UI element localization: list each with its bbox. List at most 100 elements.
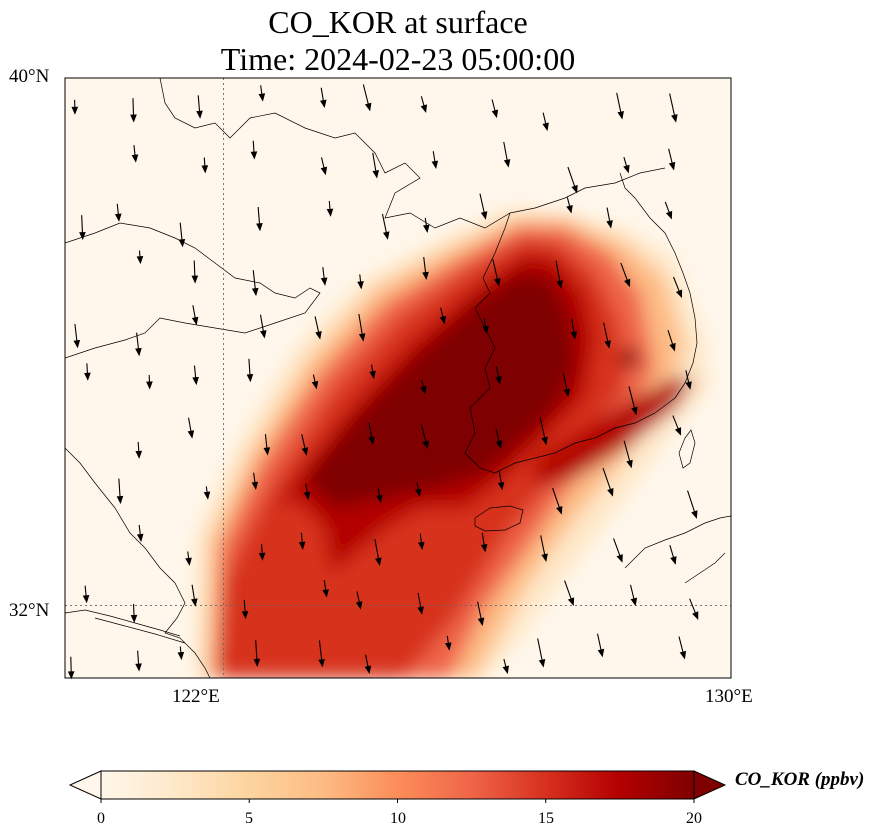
wind-arrow-head [318,658,325,668]
coastline-korea-east [619,172,698,384]
wind-arrow-head [665,210,673,220]
wind-arrow-head [326,208,334,217]
wind-arrow-head [669,342,676,352]
wind-arrow-head [382,231,390,240]
map-frame [64,77,732,679]
wind-arrow-head [241,610,249,620]
coastline-shandong [65,222,321,359]
wind-arrow-head [671,114,678,123]
wind-arrow-head [414,488,422,498]
wind-arrow-head [597,648,605,658]
plume-core [305,273,575,508]
wind-arrow-head [298,541,306,550]
lon-tick-label-130: 130°E [705,686,753,707]
wind-arrow-head [431,160,439,170]
wind-arrow-head [420,104,428,113]
wind-arrow-head [185,557,192,566]
wind-arrow-head [422,271,429,281]
wind-arrow-head [136,533,144,543]
colorbar-extend-low [68,770,102,800]
wind-arrow-head [494,278,501,287]
wind-arrow-head [679,650,687,660]
wind-arrow-head [570,331,578,340]
colorbar-tick-label-15: 15 [538,810,554,827]
wind-arrow-head [71,106,79,115]
coastline-jiangsu [65,447,211,678]
wind-arrow-head [319,99,327,109]
wind-arrow-head [375,557,382,566]
colorbar-label: CO_KOR (ppbv) [735,769,865,790]
wind-arrow-head [131,154,139,163]
plume-hotspot [620,348,640,368]
wind-arrow-head [422,440,429,449]
wind-arrow-head [320,277,328,286]
wind-arrow-head [571,184,578,194]
wind-arrow-head [604,340,611,349]
colorbar-ticks [100,799,695,803]
wind-arrow-head [358,333,366,342]
wind-arrow-head [82,594,90,604]
plume-southeast-streak [535,378,695,488]
wind-arrow-head [623,164,630,174]
wind-arrow-head [495,376,502,385]
wind-arrow-head [606,220,613,229]
wind-arrow-head [196,110,203,119]
wind-arrow-head [630,597,638,607]
wind-arrow-head [439,315,447,325]
co-concentration-field [195,208,710,678]
colorbar [68,770,727,803]
wind-arrow-head [691,510,698,519]
wind-arrow-head [251,287,259,297]
wind-arrow-head [116,495,124,505]
wind-arrow-head [320,166,328,176]
wind-arrow-head [685,381,692,390]
wind-arrow-head [355,601,363,610]
coastlines [65,78,731,678]
wind-arrow-head [420,385,427,395]
wind-arrow-head [315,331,322,340]
wind-arrow-head [480,211,488,220]
coastline-yangtze-mouth [65,609,186,644]
wind-arrow-head [246,374,254,383]
wind-arrow-head [135,347,142,357]
lon-tick-label-122: 122°E [172,686,220,707]
wind-arrow-head [136,255,144,265]
wind-arrow-head [567,597,575,607]
wind-arrow-head [626,459,633,469]
wind-arrow-head [301,447,309,456]
wind-arrow-head [417,606,424,615]
wind-arrow-head [480,544,488,553]
wind-arrow-head [502,665,509,675]
wind-arrow-head [191,598,198,607]
wind-arrow-head [178,238,186,248]
wind-arrow-head [201,165,209,174]
colorbar-tick-label-5: 5 [245,810,253,827]
wind-arrow-head [258,93,266,102]
coastline-tsushima [678,429,696,469]
wind-arrow-head [692,611,699,620]
wind-arrow-head [372,170,380,179]
wind-arrow-head [135,450,143,459]
wind-arrow-head [364,665,372,674]
wind-arrow-head [303,491,311,501]
wind-arrow-head [187,430,195,439]
wind-arrow-head [631,406,638,416]
wind-arrow-head [130,114,137,123]
map-plot-area [64,77,732,680]
wind-arrow-head [250,151,258,160]
wind-arrow-head [357,281,364,290]
wind-arrow-head [322,589,329,598]
map-title-line-2: Time: 2024-02-23 05:00:00 [220,41,576,77]
lat-tick-label-40: 40°N [9,66,50,87]
wind-arrow-head [418,541,425,551]
wind-arrow-head [130,614,138,623]
wind-arrow-head [256,223,263,232]
wind-arrow-head [542,122,549,132]
wind-arrow-head [135,663,142,672]
wind-arrow-head [253,658,261,667]
wind-arrow-head [251,481,259,491]
wind-arrow-head [670,556,677,565]
wind-arrow-head [369,370,376,380]
wind-arrow-head [607,487,614,497]
wind-arrow-head [258,552,266,561]
